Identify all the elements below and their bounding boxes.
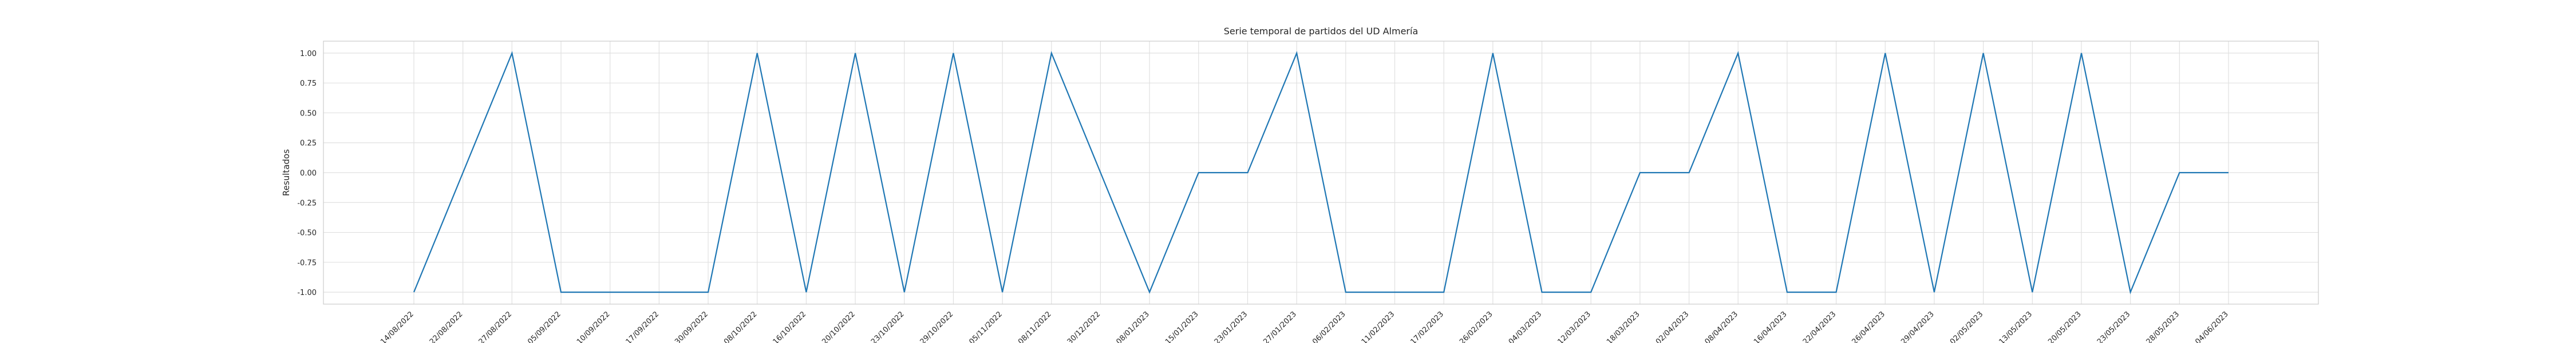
y-tick-label: -1.00 (297, 289, 317, 297)
y-ticks: 1.00 0.75 0.50 0.25 0.00 -0.25 -0.50 -0.75 -1.00 (297, 50, 317, 297)
y-tick-label: 1.00 (300, 50, 317, 58)
y-tick-label: 0.75 (300, 79, 317, 88)
y-tick-label: -0.75 (297, 259, 317, 268)
y-tick-label: -0.25 (297, 199, 317, 208)
y-tick-label: 0.00 (300, 169, 317, 178)
grid (323, 41, 2318, 304)
series (413, 51, 2229, 294)
y-tick-label: 0.25 (300, 139, 317, 148)
plot-frame (323, 41, 2319, 305)
series-line (413, 51, 2229, 294)
y-axis-label: Resultados (281, 149, 291, 196)
chart-title: Serie temporal de partidos del UD Almerí… (1224, 26, 1419, 37)
y-tick-label: -0.50 (297, 229, 317, 238)
y-tick-label: 0.50 (300, 109, 317, 118)
